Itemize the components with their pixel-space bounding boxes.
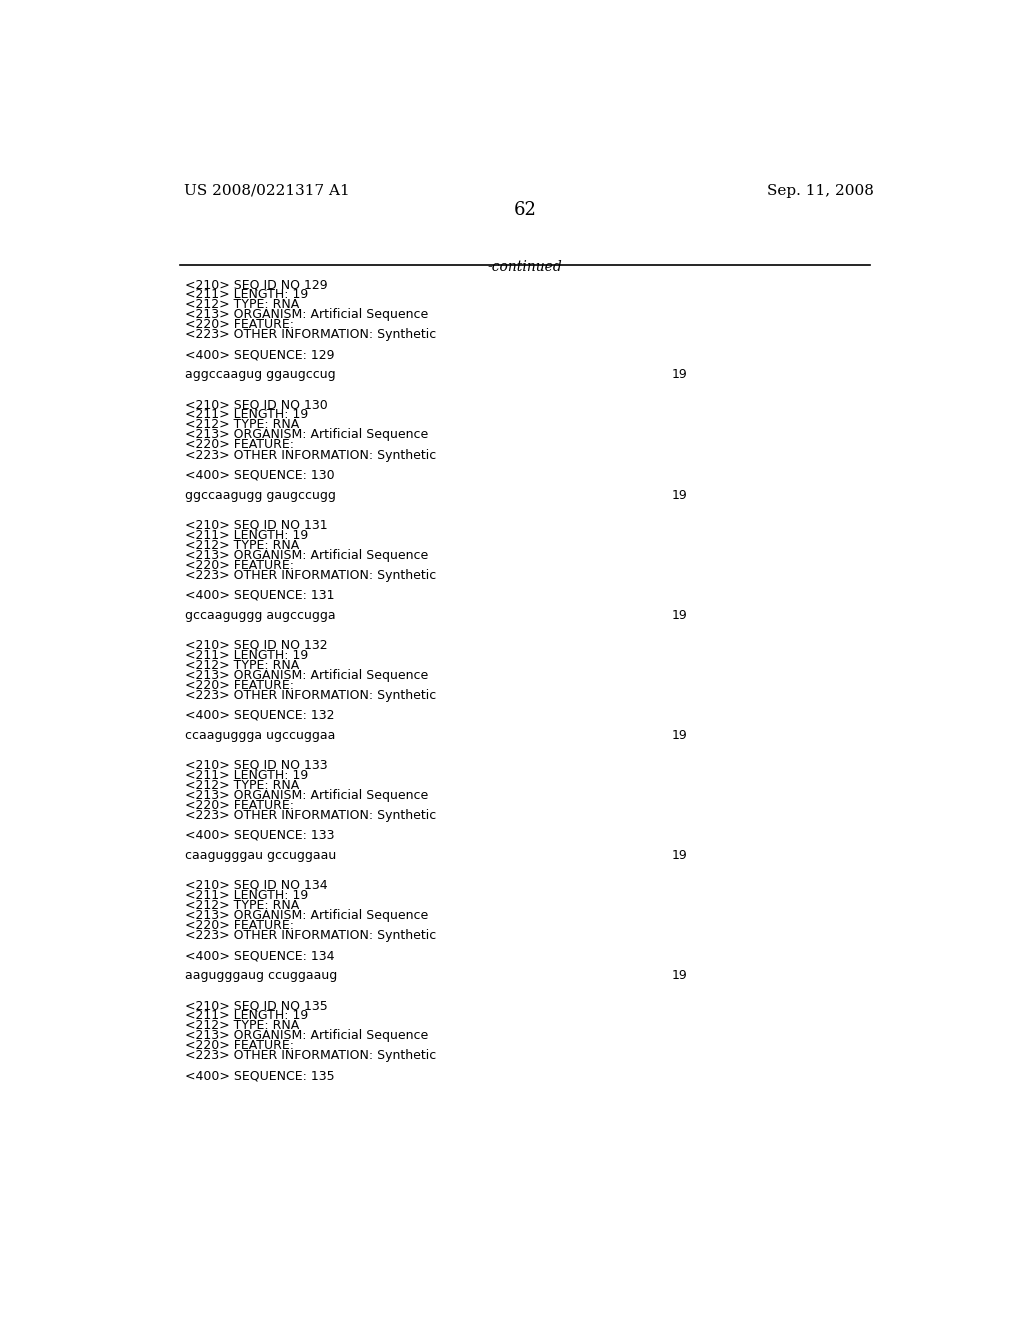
Text: <213> ORGANISM: Artificial Sequence: <213> ORGANISM: Artificial Sequence (185, 909, 428, 921)
Text: <212> TYPE: RNA: <212> TYPE: RNA (185, 1019, 299, 1032)
Text: <211> LENGTH: 19: <211> LENGTH: 19 (185, 1008, 308, 1022)
Text: <220> FEATURE:: <220> FEATURE: (185, 558, 294, 572)
Text: <213> ORGANISM: Artificial Sequence: <213> ORGANISM: Artificial Sequence (185, 789, 428, 801)
Text: 19: 19 (672, 488, 687, 502)
Text: <212> TYPE: RNA: <212> TYPE: RNA (185, 659, 299, 672)
Text: ggccaagugg gaugccugg: ggccaagugg gaugccugg (185, 488, 336, 502)
Text: <400> SEQUENCE: 131: <400> SEQUENCE: 131 (185, 589, 335, 602)
Text: <223> OTHER INFORMATION: Synthetic: <223> OTHER INFORMATION: Synthetic (185, 569, 436, 582)
Text: <212> TYPE: RNA: <212> TYPE: RNA (185, 539, 299, 552)
Text: <212> TYPE: RNA: <212> TYPE: RNA (185, 418, 299, 432)
Text: gccaaguggg augccugga: gccaaguggg augccugga (185, 609, 336, 622)
Text: 19: 19 (672, 609, 687, 622)
Text: <210> SEQ ID NO 133: <210> SEQ ID NO 133 (185, 759, 328, 772)
Text: <220> FEATURE:: <220> FEATURE: (185, 919, 294, 932)
Text: <223> OTHER INFORMATION: Synthetic: <223> OTHER INFORMATION: Synthetic (185, 1049, 436, 1063)
Text: Sep. 11, 2008: Sep. 11, 2008 (767, 183, 873, 198)
Text: <210> SEQ ID NO 130: <210> SEQ ID NO 130 (185, 399, 328, 412)
Text: <220> FEATURE:: <220> FEATURE: (185, 678, 294, 692)
Text: <210> SEQ ID NO 129: <210> SEQ ID NO 129 (185, 279, 328, 292)
Text: 19: 19 (672, 368, 687, 381)
Text: <212> TYPE: RNA: <212> TYPE: RNA (185, 779, 299, 792)
Text: <213> ORGANISM: Artificial Sequence: <213> ORGANISM: Artificial Sequence (185, 669, 428, 681)
Text: <223> OTHER INFORMATION: Synthetic: <223> OTHER INFORMATION: Synthetic (185, 449, 436, 462)
Text: <223> OTHER INFORMATION: Synthetic: <223> OTHER INFORMATION: Synthetic (185, 689, 436, 702)
Text: <223> OTHER INFORMATION: Synthetic: <223> OTHER INFORMATION: Synthetic (185, 329, 436, 342)
Text: 19: 19 (672, 729, 687, 742)
Text: aggccaagug ggaugccug: aggccaagug ggaugccug (185, 368, 336, 381)
Text: <213> ORGANISM: Artificial Sequence: <213> ORGANISM: Artificial Sequence (185, 549, 428, 561)
Text: <220> FEATURE:: <220> FEATURE: (185, 318, 294, 331)
Text: <400> SEQUENCE: 135: <400> SEQUENCE: 135 (185, 1069, 335, 1082)
Text: <211> LENGTH: 19: <211> LENGTH: 19 (185, 528, 308, 541)
Text: <220> FEATURE:: <220> FEATURE: (185, 799, 294, 812)
Text: aagugggaug ccuggaaug: aagugggaug ccuggaaug (185, 969, 337, 982)
Text: <210> SEQ ID NO 134: <210> SEQ ID NO 134 (185, 879, 328, 892)
Text: 19: 19 (672, 969, 687, 982)
Text: <213> ORGANISM: Artificial Sequence: <213> ORGANISM: Artificial Sequence (185, 1030, 428, 1041)
Text: US 2008/0221317 A1: US 2008/0221317 A1 (183, 183, 349, 198)
Text: <211> LENGTH: 19: <211> LENGTH: 19 (185, 288, 308, 301)
Text: <211> LENGTH: 19: <211> LENGTH: 19 (185, 888, 308, 902)
Text: 19: 19 (672, 849, 687, 862)
Text: <400> SEQUENCE: 129: <400> SEQUENCE: 129 (185, 348, 335, 362)
Text: <223> OTHER INFORMATION: Synthetic: <223> OTHER INFORMATION: Synthetic (185, 809, 436, 822)
Text: <212> TYPE: RNA: <212> TYPE: RNA (185, 298, 299, 312)
Text: <210> SEQ ID NO 132: <210> SEQ ID NO 132 (185, 639, 328, 652)
Text: <400> SEQUENCE: 134: <400> SEQUENCE: 134 (185, 949, 335, 962)
Text: <400> SEQUENCE: 132: <400> SEQUENCE: 132 (185, 709, 335, 722)
Text: <210> SEQ ID NO 135: <210> SEQ ID NO 135 (185, 999, 328, 1012)
Text: <220> FEATURE:: <220> FEATURE: (185, 438, 294, 451)
Text: <211> LENGTH: 19: <211> LENGTH: 19 (185, 768, 308, 781)
Text: <212> TYPE: RNA: <212> TYPE: RNA (185, 899, 299, 912)
Text: <210> SEQ ID NO 131: <210> SEQ ID NO 131 (185, 519, 328, 532)
Text: <211> LENGTH: 19: <211> LENGTH: 19 (185, 648, 308, 661)
Text: <223> OTHER INFORMATION: Synthetic: <223> OTHER INFORMATION: Synthetic (185, 929, 436, 942)
Text: <220> FEATURE:: <220> FEATURE: (185, 1039, 294, 1052)
Text: <400> SEQUENCE: 133: <400> SEQUENCE: 133 (185, 829, 335, 842)
Text: ccaaguggga ugccuggaa: ccaaguggga ugccuggaa (185, 729, 336, 742)
Text: caagugggau gccuggaau: caagugggau gccuggaau (185, 849, 337, 862)
Text: <211> LENGTH: 19: <211> LENGTH: 19 (185, 408, 308, 421)
Text: <213> ORGANISM: Artificial Sequence: <213> ORGANISM: Artificial Sequence (185, 309, 428, 321)
Text: 62: 62 (513, 201, 537, 219)
Text: -continued: -continued (487, 260, 562, 275)
Text: <213> ORGANISM: Artificial Sequence: <213> ORGANISM: Artificial Sequence (185, 429, 428, 441)
Text: <400> SEQUENCE: 130: <400> SEQUENCE: 130 (185, 469, 335, 482)
